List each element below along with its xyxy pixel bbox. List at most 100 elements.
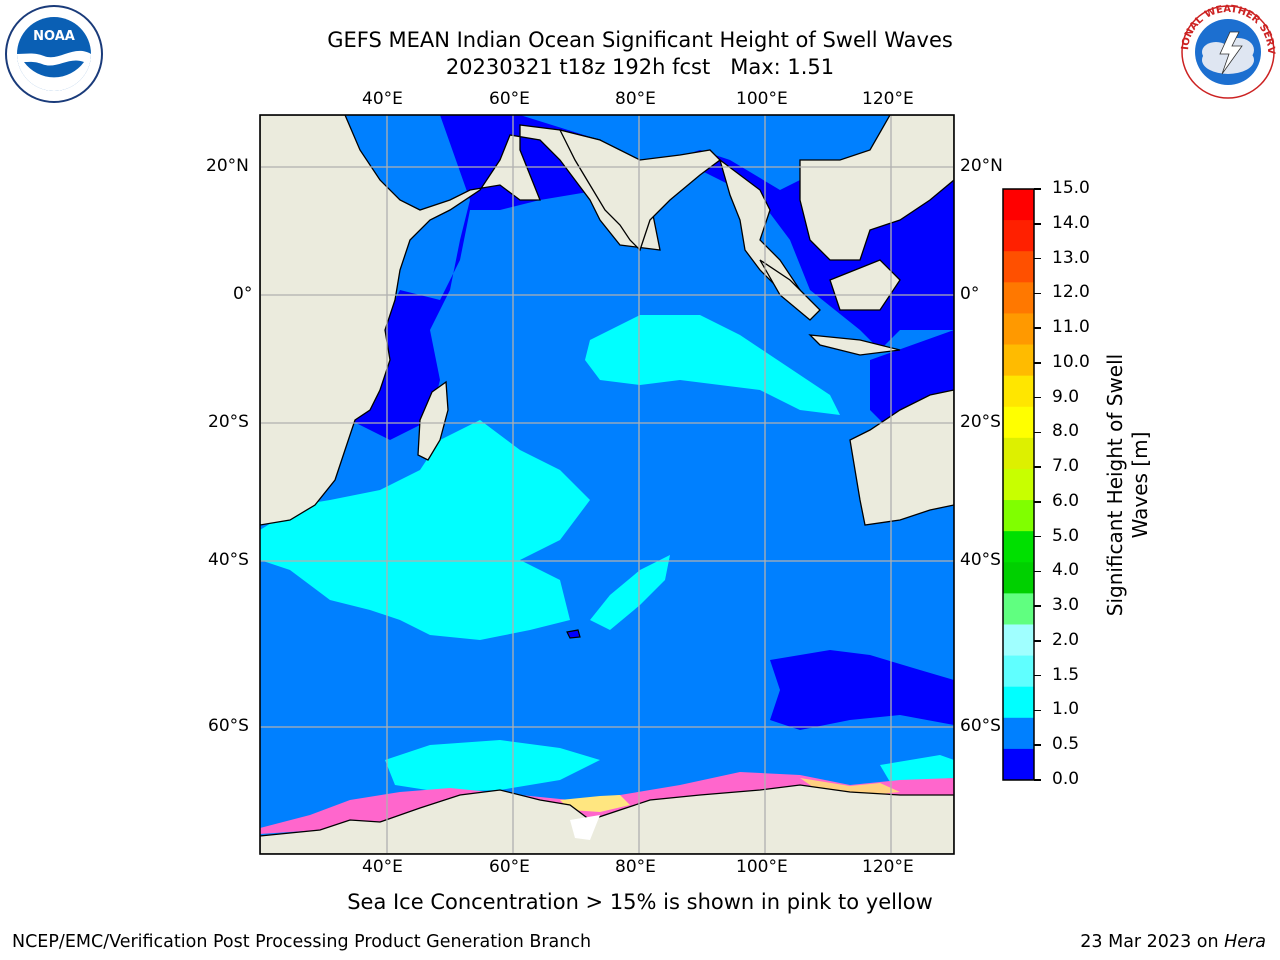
colorbar-tick-mark xyxy=(1034,223,1041,225)
lat-tick-left-40s: 40°S xyxy=(208,550,249,570)
colorbar-tick-mark xyxy=(1034,327,1041,329)
land-africa-arabia xyxy=(260,115,661,526)
footer-machine: Hera xyxy=(1224,932,1266,952)
colorbar-cell xyxy=(1003,531,1034,563)
lat-tick-right-60s: 60°S xyxy=(960,716,1001,736)
lon-tick-top-60e: 60°E xyxy=(489,89,530,109)
lat-tick-left-60s: 60°S xyxy=(208,716,249,736)
swell-equatorial xyxy=(585,315,840,415)
colorbar-tick-label: 7.0 xyxy=(1052,456,1080,477)
colorbar-cell xyxy=(1003,437,1034,470)
map-frame xyxy=(259,114,955,855)
sea-ice-note: Sea Ice Concentration > 15% is shown in … xyxy=(347,890,933,914)
colorbar-tick-mark xyxy=(1034,188,1041,190)
colorbar-cell xyxy=(1003,593,1034,625)
noaa-logo: NOAA xyxy=(5,5,103,103)
colorbar-frame xyxy=(1002,188,1035,781)
colorbar-tick-mark xyxy=(1034,362,1041,364)
colorbar-tick-mark xyxy=(1034,570,1041,573)
colorbar-tick-label: 13.0 xyxy=(1052,247,1090,268)
colorbar-cell xyxy=(1003,282,1034,314)
chart-title: GEFS MEAN Indian Ocean Significant Heigh… xyxy=(327,28,953,52)
lon-tick-bottom-100e: 100°E xyxy=(736,857,788,877)
colorbar-cell xyxy=(1003,189,1034,221)
lon-tick-top-120e: 120°E xyxy=(862,89,914,109)
colorbar-tick-mark xyxy=(1034,466,1041,468)
colorbar-tick-mark xyxy=(1034,396,1041,399)
swell-antarctic-east xyxy=(880,755,954,782)
land-se-asia xyxy=(799,115,954,261)
land-madagascar xyxy=(417,380,449,461)
lat-tick-left-20n: 20°N xyxy=(206,156,249,176)
footer-credit: NCEP/EMC/Verification Post Processing Pr… xyxy=(12,932,592,952)
sea-ice-high xyxy=(560,795,630,812)
colorbar-tick-label: 0.0 xyxy=(1052,769,1080,789)
colorbar-cell xyxy=(1003,251,1034,283)
colorbar-tick-label: 14.0 xyxy=(1052,212,1090,233)
colorbar-tick-mark xyxy=(1034,431,1041,434)
lat-tick-right-20s: 20°S xyxy=(960,412,1001,432)
lon-tick-bottom-80e: 80°E xyxy=(615,857,656,877)
colorbar-tick-label: 10.0 xyxy=(1052,351,1090,372)
lon-tick-top-40e: 40°E xyxy=(362,89,403,109)
colorbar xyxy=(1002,188,1035,781)
chart-subtitle: 20230321 t18z 192h fcst Max: 1.51 xyxy=(445,55,835,79)
colorbar-cell xyxy=(1003,468,1034,501)
graticule xyxy=(260,115,954,854)
colorbar-tick-mark xyxy=(1034,640,1041,642)
colorbar-tick-mark xyxy=(1034,779,1041,781)
lat-tick-right-0: 0° xyxy=(960,284,980,304)
colorbar-tick-mark xyxy=(1034,709,1041,712)
colorbar-tick-mark xyxy=(1034,257,1041,260)
lat-tick-left-20s: 20°S xyxy=(208,412,249,432)
lat-tick-right-20n: 20°N xyxy=(960,156,1003,176)
lon-tick-bottom-120e: 120°E xyxy=(862,857,914,877)
colorbar-cell xyxy=(1003,624,1034,657)
swell-central-south xyxy=(590,555,670,630)
land-java xyxy=(808,334,901,356)
colorbar-cell xyxy=(1003,717,1034,750)
colorbar-cell xyxy=(1003,655,1034,688)
colorbar-tick-mark xyxy=(1034,535,1041,538)
colorbar-tick-mark xyxy=(1034,674,1041,677)
colorbar-tick-label: 8.0 xyxy=(1052,421,1080,442)
swell-southwest xyxy=(260,420,590,640)
ice-shelf xyxy=(570,815,600,840)
colorbar-tick-label: 9.0 xyxy=(1052,386,1080,407)
colorbar-cell xyxy=(1003,220,1034,252)
colorbar-cell xyxy=(1003,375,1034,408)
colorbar-tick-label: 1.0 xyxy=(1052,699,1080,720)
footer-date-text: 23 Mar 2023 on xyxy=(1080,932,1225,952)
colorbar-label: Significant Height of Swell Waves [m] xyxy=(1103,353,1152,617)
colorbar-tick-label: 11.0 xyxy=(1052,317,1090,338)
colorbar-tick-label: 0.5 xyxy=(1052,734,1080,755)
swell-antarctic-west xyxy=(385,740,600,792)
lon-tick-bottom-40e: 40°E xyxy=(362,857,403,877)
land-sumatra xyxy=(759,259,821,321)
colorbar-tick-label: 6.0 xyxy=(1052,490,1080,511)
colorbar-cell xyxy=(1003,500,1034,532)
colorbar-tick-label: 12.0 xyxy=(1052,282,1090,303)
colorbar-tick-mark xyxy=(1034,744,1041,746)
colorbar-cell xyxy=(1003,313,1034,346)
colorbar-cell xyxy=(1003,748,1034,781)
colorbar-cell xyxy=(1003,686,1034,719)
land-kerguelen xyxy=(566,629,581,639)
lat-tick-left-0: 0° xyxy=(233,284,253,304)
colorbar-tick-mark xyxy=(1034,605,1041,607)
lon-tick-top-100e: 100°E xyxy=(736,89,788,109)
colorbar-tick-label: 5.0 xyxy=(1052,525,1080,546)
colorbar-cell xyxy=(1003,406,1034,439)
colorbar-cell xyxy=(1003,344,1034,377)
low-swell-southern xyxy=(770,650,954,730)
colorbar-tick-label: 3.0 xyxy=(1052,595,1080,616)
footer-date: 23 Mar 2023 on Hera xyxy=(1080,932,1266,952)
colorbar-tick-label: 4.0 xyxy=(1052,560,1080,581)
colorbar-tick-mark xyxy=(1034,501,1041,503)
nws-logo: NATIONAL WEATHER SERVICE xyxy=(1176,2,1276,99)
land-australia xyxy=(849,389,954,526)
colorbar-tick-mark xyxy=(1034,292,1041,295)
lon-tick-bottom-60e: 60°E xyxy=(489,857,530,877)
colorbar-tick-label: 15.0 xyxy=(1052,178,1090,198)
